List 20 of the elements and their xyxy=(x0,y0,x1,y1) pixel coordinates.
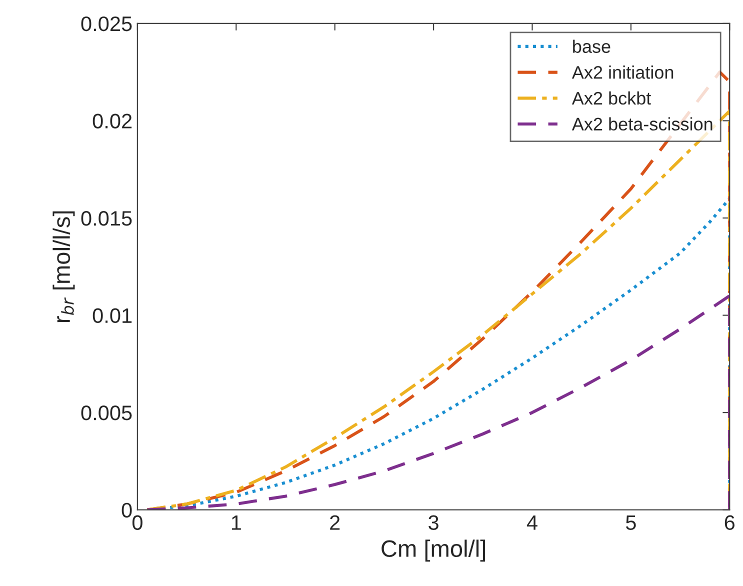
x-axis-title: Cm [mol/l] xyxy=(382,540,485,562)
x-tick-label: 4 xyxy=(526,515,538,530)
x-tick-label: 0 xyxy=(132,515,142,530)
x-tick-label: 3 xyxy=(428,515,438,530)
y-axis-title: r$_{br}$ [mol/l/s] xyxy=(52,211,75,322)
x-tick-label: 2 xyxy=(330,515,340,530)
line-series xyxy=(146,294,730,510)
y-tick-label: 0.01 xyxy=(92,308,132,324)
x-tick-label: 6 xyxy=(724,515,735,530)
x-tick-label: 1 xyxy=(232,515,241,530)
y-tick-label: 0 xyxy=(122,502,132,518)
legend-label: Ax2 beta-scission xyxy=(572,117,712,131)
y-tick-label: 0.025 xyxy=(81,16,132,32)
x-tick-label: 5 xyxy=(626,515,636,530)
y-tick-label: 0.015 xyxy=(81,210,132,226)
legend-label: Ax2 bckbt xyxy=(572,91,652,105)
y-tick-label: 0.02 xyxy=(92,114,132,128)
legend-label: Ax2 initiation xyxy=(572,66,674,79)
legend-label: base xyxy=(573,40,610,53)
y-tick-label: 0.005 xyxy=(81,406,132,420)
